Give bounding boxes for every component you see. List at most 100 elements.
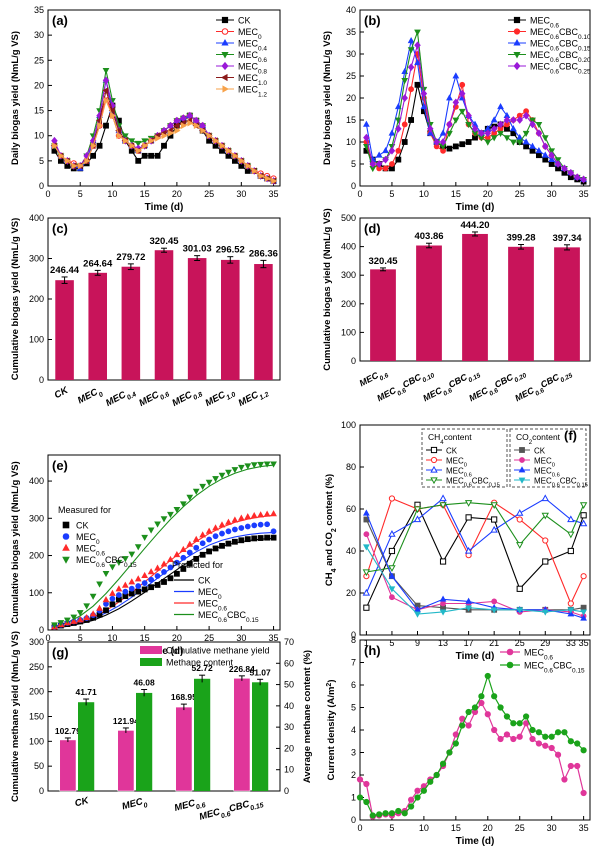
- series-line: [365, 512, 584, 619]
- data-point: [199, 551, 206, 558]
- data-point: [96, 142, 103, 149]
- data-point: [168, 129, 175, 137]
- legend-title: CO2content: [516, 432, 561, 446]
- y-tick-label: 60: [346, 504, 356, 514]
- data-point: [548, 151, 555, 160]
- bar: [175, 706, 193, 792]
- data-point: [542, 156, 549, 163]
- y2-tick-label: 70: [284, 637, 294, 647]
- data-point: [134, 544, 142, 551]
- x-tick-label: 1: [364, 638, 369, 648]
- legend-marker: [430, 446, 438, 454]
- data-point: [535, 129, 543, 138]
- data-point: [509, 125, 517, 132]
- data-point: [90, 152, 97, 159]
- data-point: [484, 139, 492, 146]
- data-label: 246.44: [50, 265, 80, 276]
- data-point: [414, 59, 421, 66]
- y-tick-label: 20: [346, 93, 356, 103]
- data-point: [161, 569, 167, 575]
- data-point: [580, 789, 587, 797]
- data-point: [490, 116, 498, 123]
- y2-tick-label: 0: [284, 786, 289, 796]
- data-point: [535, 147, 543, 154]
- series-line: [365, 497, 585, 605]
- y-tick-label: 100: [341, 327, 356, 337]
- series-line: [359, 701, 585, 818]
- bar: [252, 682, 269, 791]
- data-point: [161, 142, 167, 149]
- data-point: [471, 704, 479, 711]
- data-point: [497, 130, 504, 137]
- data-point: [231, 516, 239, 523]
- data-point: [135, 588, 142, 595]
- data-point: [135, 157, 142, 164]
- data-point: [407, 37, 415, 44]
- data-point: [63, 617, 71, 624]
- data-point: [548, 148, 556, 155]
- legend-label: CK: [76, 521, 89, 531]
- data-point: [122, 588, 129, 595]
- y-tick-label: 20: [34, 80, 44, 90]
- data-point: [148, 576, 155, 583]
- data-point: [116, 132, 123, 140]
- data-point: [446, 94, 453, 101]
- series-MEC0.6CBC0.15: [51, 461, 277, 629]
- legend-box: [509, 428, 587, 488]
- data-point: [186, 560, 193, 567]
- data-point: [389, 161, 395, 167]
- data-point: [148, 152, 155, 159]
- data-point: [103, 97, 110, 104]
- data-point: [121, 556, 129, 563]
- data-point: [516, 585, 523, 592]
- legend-item: MEC0.4: [216, 39, 267, 52]
- data-point: [439, 609, 447, 616]
- plot-frame: [359, 424, 591, 636]
- category-label: MEC0.8: [170, 385, 204, 411]
- series-line: [365, 497, 584, 594]
- data-point: [173, 506, 181, 514]
- y-axis-label: CH4 and CO2 content (%): [324, 474, 338, 586]
- y-tick-label: 400: [341, 242, 356, 252]
- data-point: [408, 803, 415, 810]
- data-point: [516, 116, 523, 124]
- data-point: [52, 142, 59, 150]
- data-point: [141, 571, 149, 579]
- y-tick-label: 300: [29, 637, 44, 647]
- y-tick-label: 500: [341, 213, 356, 223]
- chart-a: 0 5 10 15 20 25 30 35 0 5 10 15 20 25 30 35 CKMEC0MEC0.4…: [10, 5, 281, 213]
- data-point: [478, 129, 485, 138]
- data-point: [554, 751, 562, 758]
- data-point: [121, 581, 129, 588]
- legend-item: MEC0.6: [216, 50, 267, 64]
- data-point: [154, 573, 161, 579]
- data-point: [433, 138, 440, 146]
- data-point: [452, 98, 460, 107]
- x-tick-label: 10: [419, 189, 429, 199]
- data-point: [561, 164, 568, 173]
- data-point: [516, 733, 523, 740]
- x-tick-label: 5: [78, 189, 83, 199]
- data-point: [206, 548, 213, 555]
- legend-label: CK: [446, 447, 458, 456]
- data-point: [395, 807, 402, 815]
- data-point: [206, 536, 213, 543]
- data-point: [363, 509, 370, 516]
- y-tick-label: 6: [351, 680, 356, 690]
- data-point: [154, 152, 161, 159]
- y-tick-label: 100: [341, 420, 356, 430]
- y-tick-label: 80: [346, 462, 356, 472]
- data-point: [148, 584, 155, 591]
- data-point: [356, 794, 364, 801]
- y2-tick-label: 30: [284, 722, 294, 732]
- data-point: [173, 551, 181, 558]
- data-point: [251, 535, 258, 542]
- data-point: [579, 502, 588, 509]
- data-point: [459, 722, 466, 729]
- data-point: [238, 157, 246, 165]
- legend-label: CK: [238, 16, 251, 26]
- data-point: [121, 133, 129, 140]
- x-tick-label: 15: [140, 633, 150, 643]
- data-point: [376, 811, 383, 818]
- y-tick-label: 4: [351, 725, 356, 735]
